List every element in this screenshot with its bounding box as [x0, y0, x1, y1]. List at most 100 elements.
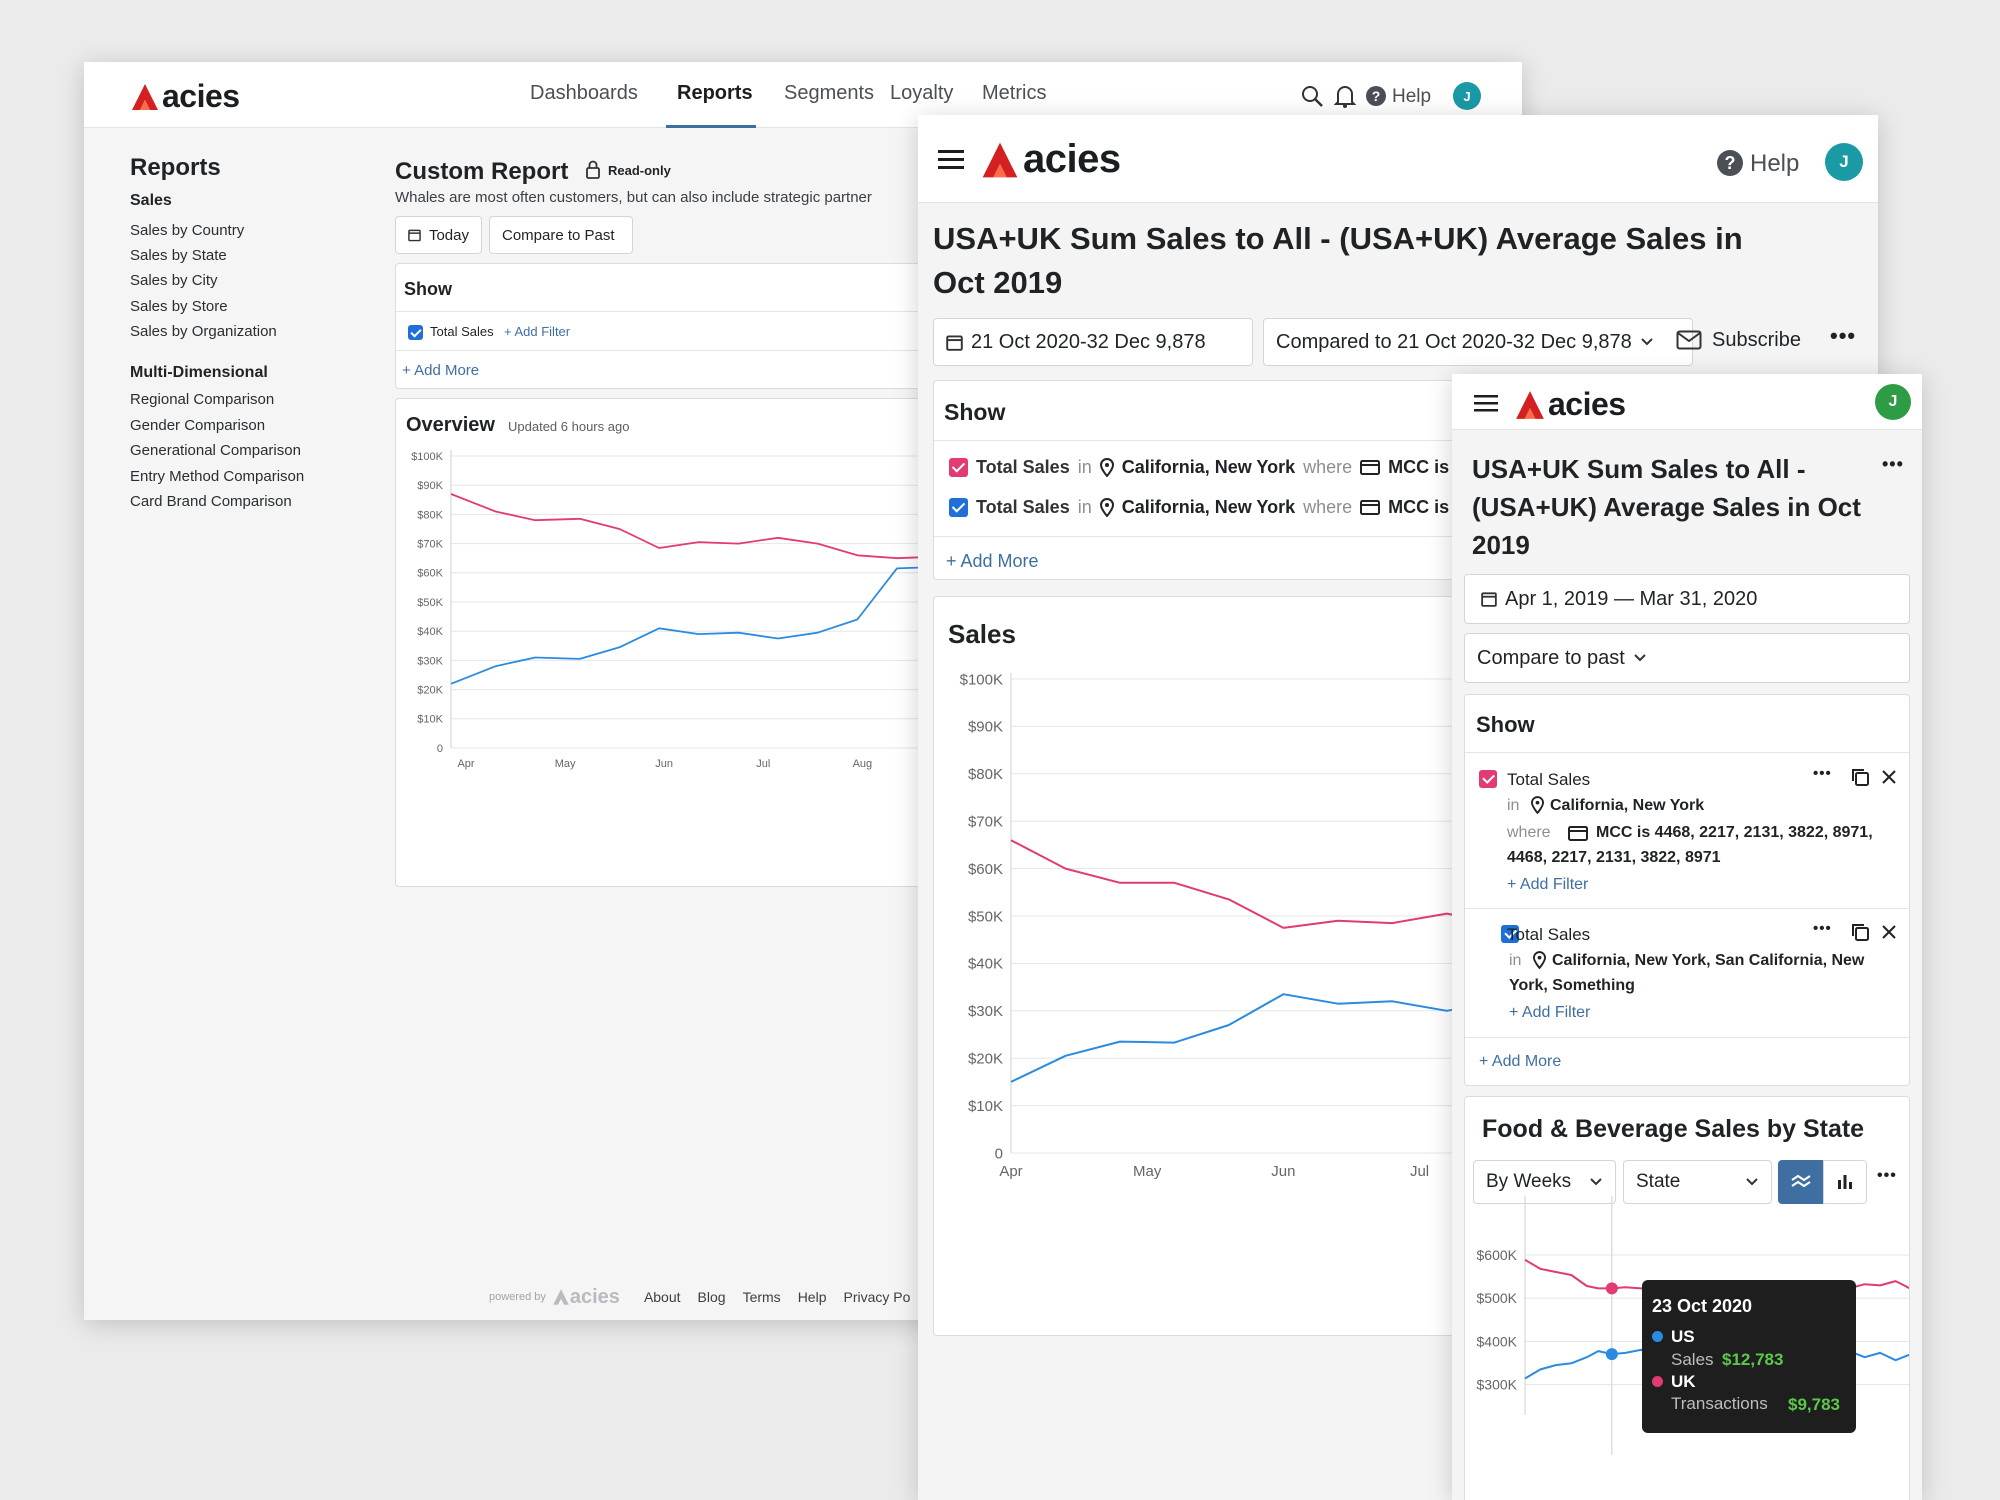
filter-metric: Total Sales — [976, 497, 1070, 517]
state-dropdown[interactable]: State — [1623, 1160, 1772, 1204]
help-circle-icon[interactable]: ? — [1717, 150, 1743, 176]
sidebar-item-sales-by-country[interactable]: Sales by Country — [130, 222, 245, 239]
compare-dropdown[interactable]: Compare to past — [1464, 633, 1910, 683]
tooltip-us-label: Sales — [1671, 1350, 1714, 1369]
location-pin-icon — [1531, 796, 1544, 814]
logo-wordmark: acies — [1548, 386, 1626, 422]
nav-segments[interactable]: Segments — [784, 82, 875, 104]
food-beverage-chart: $300K $400K $500K $600K — [1477, 1196, 1909, 1455]
y-tick-label: $500K — [1477, 1290, 1518, 1306]
y-tick-label: $60K — [417, 568, 443, 580]
footer-privacy[interactable]: Privacy Po — [843, 1289, 911, 1305]
filter-in: in — [1077, 457, 1092, 477]
logo[interactable]: acies — [130, 78, 240, 115]
sidebar-item-sales-by-city[interactable]: Sales by City — [130, 272, 218, 289]
row-more-icon[interactable]: ••• — [1813, 765, 1832, 782]
sidebar-item-generational-comparison[interactable]: Generational Comparison — [130, 442, 301, 459]
close-icon[interactable] — [1881, 924, 1897, 940]
sidebar-item-sales-by-state[interactable]: Sales by State — [130, 247, 227, 264]
filter-checkbox-pink[interactable] — [1479, 770, 1497, 788]
y-tick-label: $100K — [411, 451, 443, 463]
nav-dashboards[interactable]: Dashboards — [530, 82, 638, 104]
avatar[interactable]: J — [1453, 82, 1481, 110]
nav-loyalty[interactable]: Loyalty — [890, 82, 954, 104]
sales-title: Sales — [948, 619, 1016, 649]
footer-about[interactable]: About — [643, 1289, 681, 1305]
sidebar-item-sales-by-store[interactable]: Sales by Store — [130, 298, 228, 315]
y-tick-label: $50K — [968, 908, 1003, 925]
line-chart-toggle[interactable] — [1778, 1160, 1823, 1204]
help-link[interactable]: Help — [1392, 86, 1432, 107]
copy-icon[interactable] — [1850, 767, 1870, 787]
footer-blog[interactable]: Blog — [697, 1289, 726, 1305]
filter-checkbox-pink[interactable] — [949, 458, 968, 477]
filter-location: California, New York — [1550, 797, 1705, 814]
mail-icon[interactable] — [1676, 330, 1702, 350]
middle-window: acies ? Help J USA+UK Sum Sales to All -… — [918, 115, 1878, 1500]
y-tick-label: $20K — [968, 1050, 1003, 1067]
avatar[interactable]: J — [1825, 143, 1863, 181]
subscribe-button[interactable]: Subscribe — [1712, 329, 1801, 351]
sidebar-item-sales-by-organization[interactable]: Sales by Organization — [130, 323, 277, 340]
today-button[interactable]: Today — [395, 216, 482, 254]
x-tick-label: Jul — [1410, 1163, 1429, 1180]
add-filter-link[interactable]: + Add Filter — [1507, 876, 1589, 893]
add-more-link[interactable]: + Add More — [946, 551, 1039, 571]
tooltip-uk-label: Transactions — [1671, 1394, 1768, 1413]
date-range-button[interactable]: 21 Oct 2020-32 Dec 9,878 — [933, 318, 1253, 366]
filter-mcc-line2: 4468, 2217, 2131, 3822, 8971 — [1507, 849, 1721, 866]
sidebar-item-regional-comparison[interactable]: Regional Comparison — [130, 391, 275, 408]
bell-icon[interactable] — [1334, 84, 1356, 108]
location-pin-icon — [1099, 498, 1114, 517]
more-options-icon[interactable]: ••• — [1830, 323, 1857, 348]
top-header: acies Dashboards Reports Segments Loyalt… — [84, 62, 1522, 128]
compare-to-past-button[interactable]: Compare to Past — [489, 216, 633, 254]
x-tick-label: Jul — [756, 758, 770, 770]
logo[interactable]: acies — [980, 137, 1121, 182]
tooltip-us-name: US — [1671, 1327, 1695, 1346]
help-link[interactable]: Help — [1750, 150, 1800, 177]
y-tick-label: $90K — [968, 719, 1003, 736]
compare-dropdown[interactable]: Compared to 21 Oct 2020-32 Dec 9,878 — [1263, 318, 1693, 366]
close-icon[interactable] — [1881, 769, 1897, 785]
row-more-icon[interactable]: ••• — [1813, 920, 1832, 937]
sidebar-item-entry-method-comparison[interactable]: Entry Method Comparison — [130, 468, 305, 485]
hamburger-menu-icon[interactable] — [1474, 394, 1498, 413]
chart-more-icon[interactable]: ••• — [1877, 1167, 1897, 1184]
series-dot-uk — [1652, 1376, 1663, 1387]
tooltip-date: 23 Oct 2020 — [1652, 1296, 1753, 1316]
read-only-badge: Read-only — [608, 163, 671, 178]
more-options-icon[interactable]: ••• — [1882, 454, 1904, 474]
total-sales-checkbox[interactable] — [408, 325, 423, 340]
add-filter-link[interactable]: + Add Filter — [1509, 1004, 1591, 1021]
search-icon[interactable] — [1300, 84, 1324, 108]
date-range-label: 21 Oct 2020-32 Dec 9,878 — [971, 330, 1206, 353]
nav-reports[interactable]: Reports — [677, 82, 753, 104]
filter-checkbox-blue[interactable] — [1501, 925, 1520, 943]
footer-help[interactable]: Help — [797, 1289, 827, 1305]
add-filter-link[interactable]: + Add Filter — [504, 324, 571, 339]
food-beverage-card: Food & Beverage Sales by State By Weeks … — [1464, 1096, 1910, 1500]
y-tick-label: $40K — [417, 626, 443, 638]
x-tick-label: Apr — [457, 758, 474, 770]
date-range-button[interactable]: Apr 1, 2019 — Mar 31, 2020 — [1464, 574, 1910, 624]
sidebar-item-card-brand-comparison[interactable]: Card Brand Comparison — [130, 493, 292, 510]
date-range-label: Apr 1, 2019 — Mar 31, 2020 — [1505, 587, 1758, 610]
y-tick-label: $50K — [417, 597, 443, 609]
bar-chart-toggle[interactable] — [1823, 1160, 1867, 1204]
avatar[interactable]: J — [1875, 384, 1911, 420]
report-title-line3: 2019 — [1472, 530, 1530, 560]
add-more-link[interactable]: + Add More — [402, 362, 480, 379]
help-circle-icon[interactable]: ? — [1366, 86, 1386, 106]
logo[interactable]: acies — [1514, 386, 1626, 423]
copy-icon[interactable] — [1850, 922, 1870, 942]
show-title: Show — [1476, 712, 1535, 737]
hamburger-menu-icon[interactable] — [938, 149, 964, 171]
nav-metrics[interactable]: Metrics — [982, 82, 1047, 104]
footer-terms[interactable]: Terms — [742, 1289, 781, 1305]
x-tick-label: Aug — [853, 758, 873, 770]
sidebar-item-gender-comparison[interactable]: Gender Comparison — [130, 417, 266, 434]
by-weeks-dropdown[interactable]: By Weeks — [1473, 1160, 1616, 1204]
add-more-link[interactable]: + Add More — [1479, 1053, 1562, 1070]
filter-checkbox-blue[interactable] — [949, 498, 968, 517]
